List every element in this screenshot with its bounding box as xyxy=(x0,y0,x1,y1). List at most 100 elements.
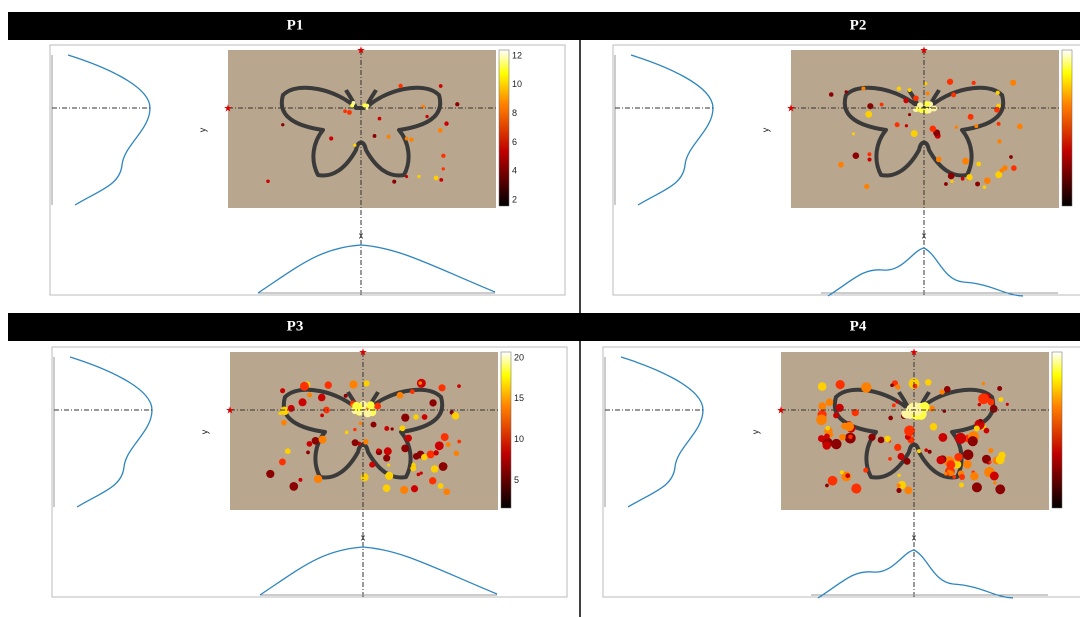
fixation-dot xyxy=(948,470,954,476)
fixation-dot xyxy=(823,441,831,449)
colorbar xyxy=(499,50,509,206)
fixation-dot xyxy=(996,455,1005,464)
fixation-dot xyxy=(410,389,415,394)
fixation-dot xyxy=(990,405,998,413)
fixation-dot xyxy=(913,384,918,389)
fixation-dot xyxy=(930,423,937,430)
fixation-dot xyxy=(908,88,912,92)
fixation-dot xyxy=(936,157,942,163)
header-bar xyxy=(8,12,1080,40)
fixation-dot xyxy=(979,419,983,423)
photo xyxy=(781,352,1049,510)
fixation-dot xyxy=(839,434,846,441)
panel-title: P2 xyxy=(850,17,867,33)
fixation-dot xyxy=(996,91,1000,95)
header-bar xyxy=(8,313,1080,341)
fixation-dot xyxy=(963,449,974,460)
fixation-dot xyxy=(818,402,826,410)
fixation-dot xyxy=(343,109,347,113)
fixation-dot xyxy=(391,427,394,430)
fixation-dot xyxy=(851,484,861,494)
fixation-dot xyxy=(896,400,899,403)
fixation-dot xyxy=(383,455,390,462)
fixation-dot xyxy=(1011,165,1017,171)
fixation-dot xyxy=(895,122,900,127)
fixation-dot xyxy=(439,178,443,182)
fixation-dot xyxy=(349,380,357,388)
fixation-dot xyxy=(884,436,890,442)
fixation-dot xyxy=(384,426,389,431)
fixation-dot xyxy=(861,382,871,392)
fixation-dot xyxy=(387,135,391,139)
fixation-dot xyxy=(325,381,332,388)
y-axis-label: y xyxy=(199,429,209,434)
fixation-dot xyxy=(452,412,459,419)
fixation-dot xyxy=(947,79,953,85)
fixation-dot xyxy=(400,486,408,494)
fixation-dot xyxy=(897,87,901,91)
star-marker: ★ xyxy=(224,104,233,115)
fixation-dot xyxy=(896,488,901,493)
fixation-dot xyxy=(438,384,445,391)
fixation-dot xyxy=(867,152,871,156)
fixation-dot xyxy=(904,425,915,436)
fixation-dot xyxy=(833,412,839,418)
fixation-dot xyxy=(963,460,972,469)
fixation-dot xyxy=(863,468,868,473)
fixation-dot xyxy=(398,84,402,88)
y-axis-label: y xyxy=(760,127,770,132)
fixation-dot xyxy=(442,167,445,170)
density-curve xyxy=(70,357,152,507)
fixation-dot xyxy=(867,157,871,161)
density-curve xyxy=(818,550,1013,598)
fixation-dot xyxy=(878,437,885,444)
fixation-dot xyxy=(983,185,987,189)
star-marker: ★ xyxy=(910,348,919,359)
fixation-dot xyxy=(312,437,320,445)
fixation-dot xyxy=(845,90,848,93)
fixation-dot xyxy=(457,384,461,388)
photo xyxy=(230,352,498,510)
colorbar-tick-label: 5 xyxy=(514,475,519,485)
colorbar xyxy=(1062,50,1072,206)
fixation-dot xyxy=(378,117,382,121)
fixation-dot xyxy=(410,465,416,471)
colorbar-tick-label: 10 xyxy=(514,434,524,444)
fixation-dot xyxy=(281,420,287,426)
fixation-dot xyxy=(434,176,439,181)
fixation-dot xyxy=(421,454,427,460)
fixation-dot xyxy=(435,441,444,450)
fixation-dot xyxy=(280,406,289,415)
fixation-dot xyxy=(959,474,965,480)
fixation-dot xyxy=(961,177,965,181)
fixation-dot xyxy=(1010,80,1016,86)
fixation-dot xyxy=(974,124,978,128)
fixation-dot xyxy=(917,102,923,108)
fixation-dot xyxy=(344,394,348,398)
fixation-dot xyxy=(926,92,930,96)
fixation-dot xyxy=(836,404,844,412)
panel: y★★x xyxy=(603,347,1080,598)
fixation-dot xyxy=(938,433,947,442)
fixation-dot xyxy=(422,414,428,420)
fixation-dot xyxy=(998,397,1003,402)
fixation-dot xyxy=(443,488,450,495)
fixation-dot xyxy=(982,382,985,385)
fixation-dot xyxy=(457,440,461,444)
fixation-dot xyxy=(829,92,834,97)
fixation-dot xyxy=(363,380,369,386)
star-marker: ★ xyxy=(359,348,368,359)
fixation-dot xyxy=(1017,124,1023,130)
fixation-dot xyxy=(446,442,451,447)
fixation-dot xyxy=(950,180,953,183)
fixation-dot xyxy=(352,101,356,105)
fixation-dot xyxy=(911,130,918,137)
fixation-dot xyxy=(888,457,892,461)
fixation-dot xyxy=(997,386,1002,391)
fixation-dot xyxy=(455,102,459,106)
y-axis-label: y xyxy=(750,429,760,434)
fixation-dot xyxy=(972,482,982,492)
fixation-dot xyxy=(306,451,310,455)
fixation-dot xyxy=(896,483,900,487)
